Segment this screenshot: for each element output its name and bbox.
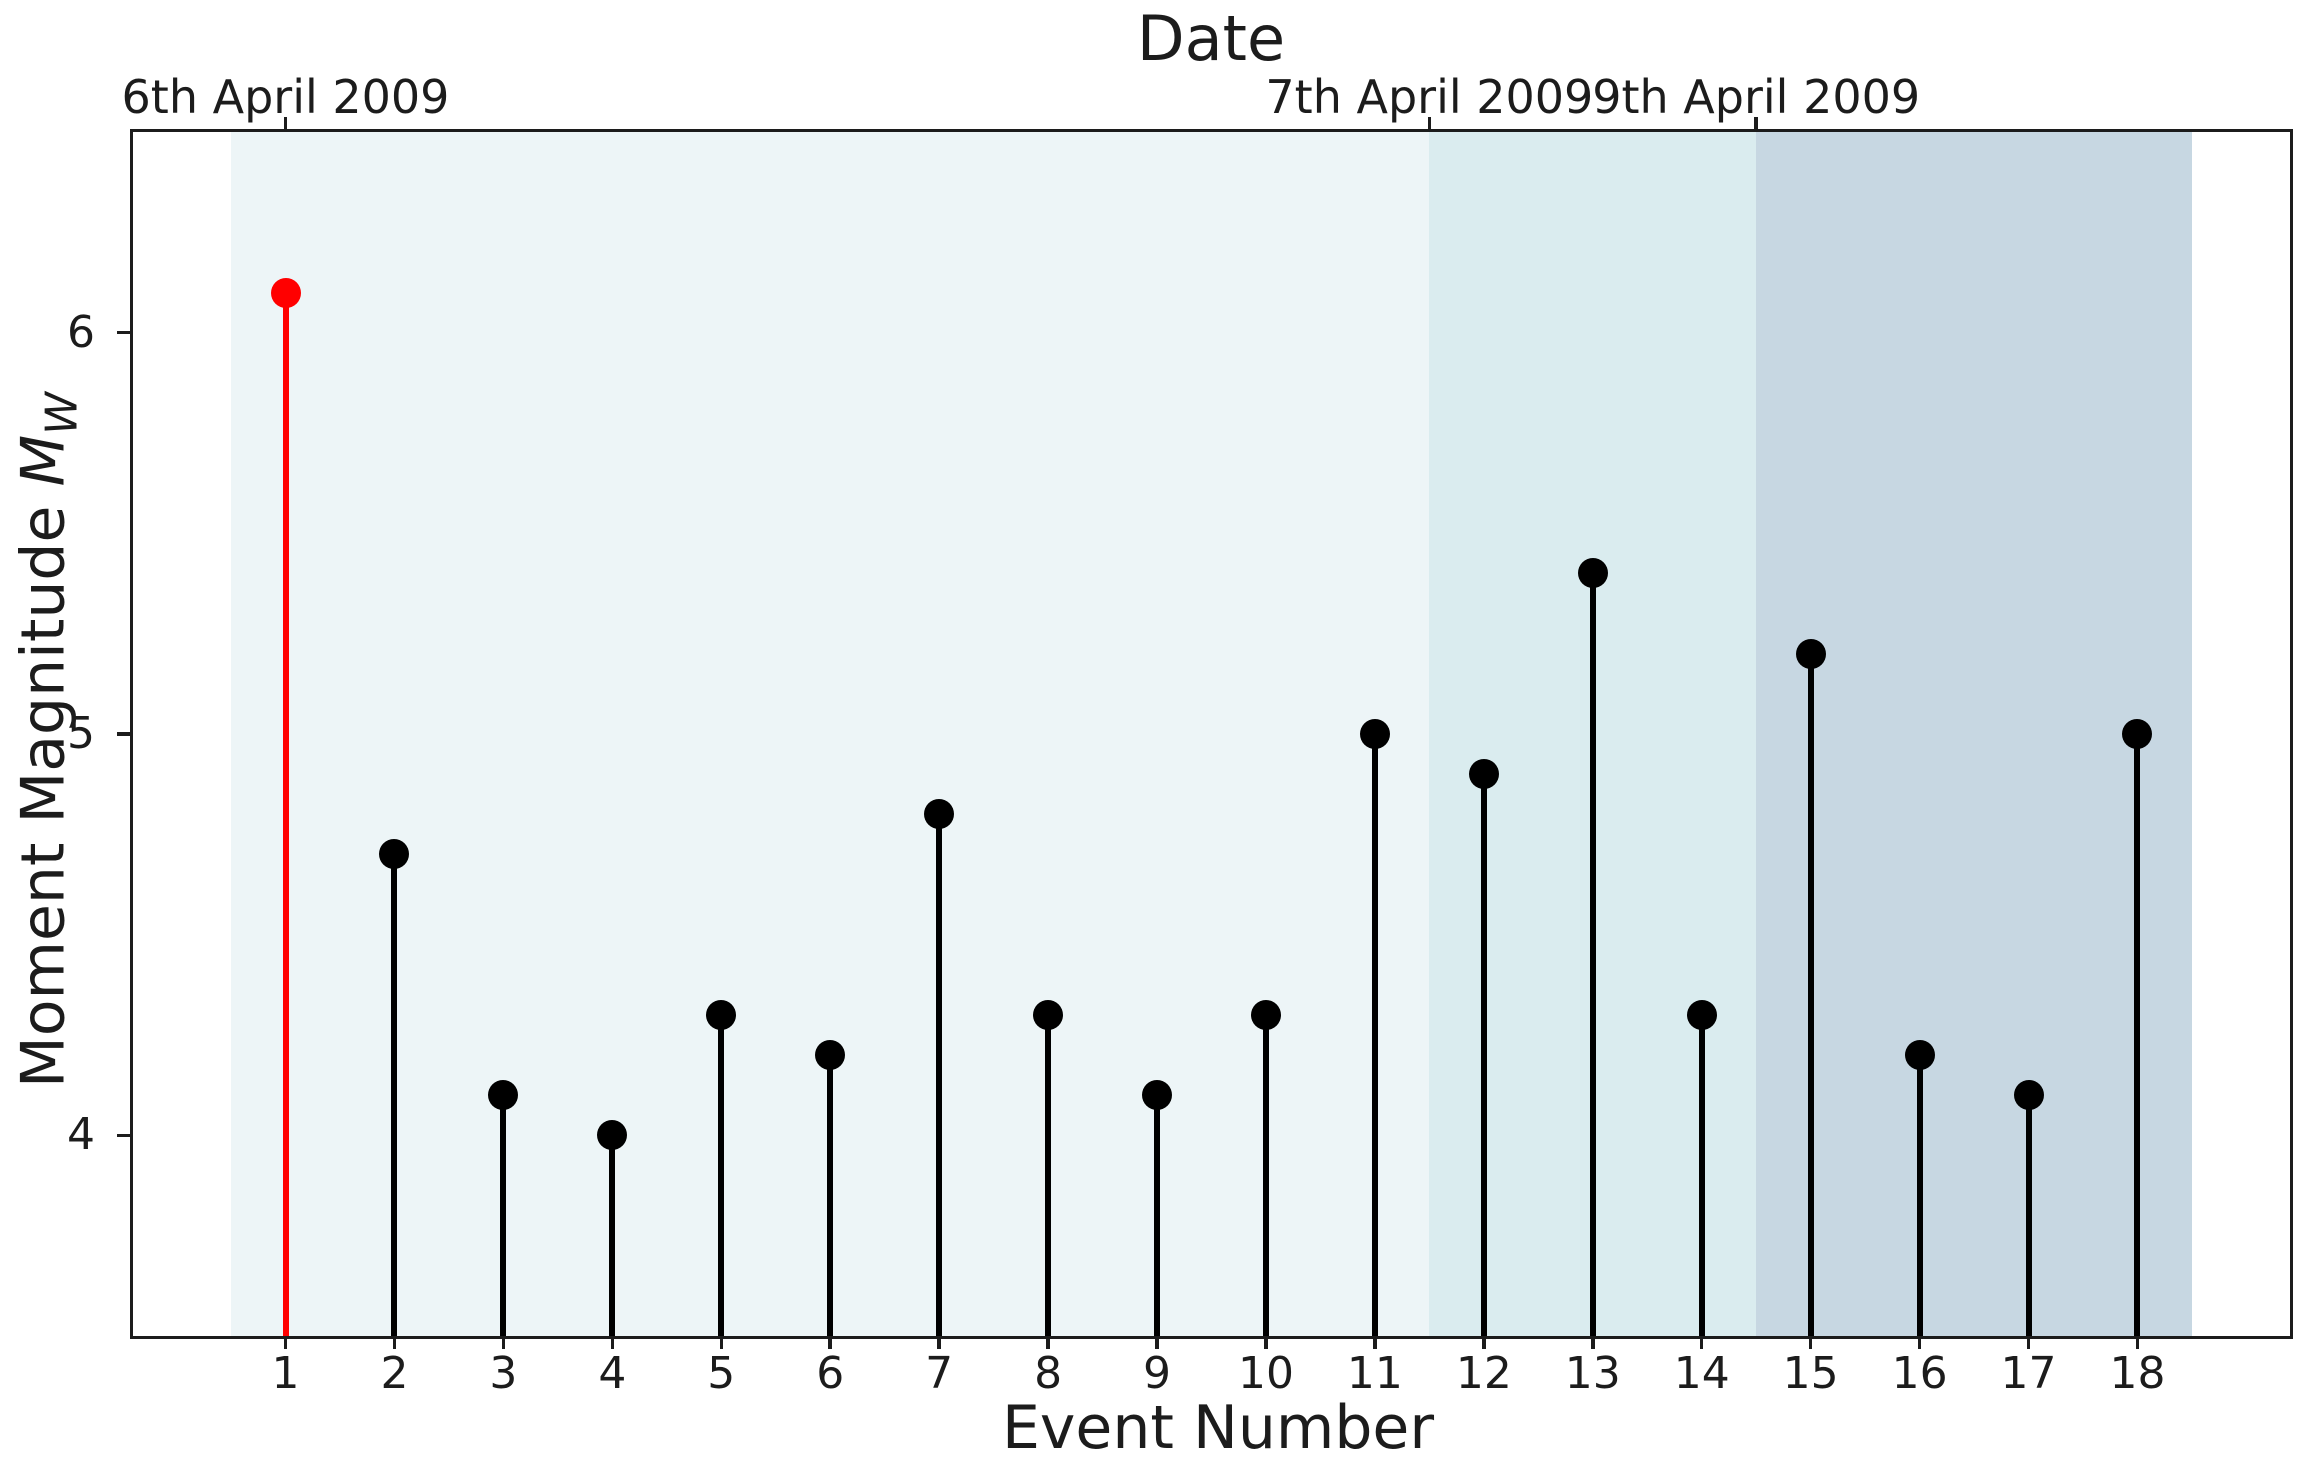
stem <box>936 814 943 1336</box>
event-marker <box>1904 1040 1935 1071</box>
top-date-tick <box>1754 117 1758 132</box>
event-marker <box>706 999 737 1030</box>
event-marker <box>488 1080 519 1111</box>
x-axis-label: Event Number <box>1002 1393 1434 1463</box>
x-tick-label: 11 <box>1346 1348 1403 1399</box>
event-marker <box>1142 1080 1173 1111</box>
y-axis-label-symbol: M <box>8 434 79 487</box>
stem <box>609 1135 616 1336</box>
x-tick-label: 14 <box>1673 1348 1730 1399</box>
event-marker <box>597 1120 628 1151</box>
event-marker <box>2122 719 2153 749</box>
y-tick-label: 5 <box>67 708 95 759</box>
stem <box>1480 774 1487 1336</box>
x-tick <box>1699 1336 1704 1349</box>
plot-area: 4 5 6 1 2 3 4 5 6 7 8 9 10 11 12 13 14 15 16 17 18 6th April … <box>67 74 2293 1396</box>
event-marker <box>815 1040 846 1071</box>
x-tick-label: 7 <box>925 1348 954 1399</box>
stem <box>1371 734 1378 1336</box>
top-date-tick <box>1427 117 1432 132</box>
date-label: 9th April 2009 <box>1592 70 1921 124</box>
x-tick <box>828 1336 832 1349</box>
x-tick <box>937 1336 941 1349</box>
x-tick-label: 16 <box>1891 1348 1948 1399</box>
x-tick <box>1046 1336 1050 1349</box>
stem <box>1045 1014 1052 1336</box>
stem <box>500 1095 507 1336</box>
event-marker <box>1250 999 1281 1030</box>
stem <box>2025 1095 2032 1336</box>
y-tick-label: 4 <box>67 1109 95 1161</box>
date-label: 7th April 2009 <box>1265 70 1594 124</box>
y-axis-label-subscript: W <box>37 392 88 435</box>
x-tick-label: 17 <box>2000 1348 2057 1399</box>
event-marker <box>1359 719 1390 749</box>
stem <box>1916 1055 1923 1336</box>
stem <box>2134 734 2141 1336</box>
y-axis-label-text: Moment Magnitude <box>8 486 79 1088</box>
x-tick-label: 15 <box>1782 1348 1839 1399</box>
x-tick-label: 13 <box>1564 1348 1621 1399</box>
y-tick-label: 6 <box>67 306 95 358</box>
x-tick-label: 1 <box>271 1348 300 1399</box>
stem <box>1698 1014 1705 1336</box>
x-tick <box>283 1336 288 1349</box>
x-tick <box>610 1336 615 1349</box>
mainshock-stem <box>282 292 289 1336</box>
stem <box>827 1055 834 1336</box>
x-tick <box>1482 1336 1486 1349</box>
x-tick <box>1591 1336 1595 1349</box>
stem <box>1589 573 1596 1336</box>
x-tick <box>719 1336 724 1349</box>
event-marker <box>379 839 410 870</box>
x-tick-label: 5 <box>707 1348 736 1399</box>
stem <box>1262 1014 1269 1336</box>
event-marker <box>1033 999 1064 1030</box>
x-tick-label: 10 <box>1237 1348 1294 1399</box>
x-tick-label: 4 <box>598 1348 627 1399</box>
stem <box>718 1014 725 1336</box>
event-marker <box>924 799 955 830</box>
event-marker <box>1468 759 1499 790</box>
x-tick <box>1373 1336 1377 1349</box>
x-tick <box>2135 1336 2140 1349</box>
date-label: 6th April 2009 <box>121 70 450 124</box>
x-tick-label: 2 <box>380 1348 409 1399</box>
x-tick <box>392 1336 397 1349</box>
x-tick-label: 6 <box>816 1348 845 1399</box>
x-tick-label: 9 <box>1143 1348 1172 1399</box>
x-tick-label: 12 <box>1455 1348 1512 1399</box>
mainshock-marker <box>270 277 301 308</box>
top-axis-title: Date <box>1136 2 1286 75</box>
y-tick <box>117 330 130 335</box>
x-tick-label: 8 <box>1034 1348 1063 1399</box>
date-band <box>1756 132 2192 1336</box>
event-marker <box>1795 638 1826 669</box>
x-tick <box>1264 1336 1268 1349</box>
x-tick <box>2026 1336 2031 1349</box>
x-tick <box>1808 1336 1813 1349</box>
event-marker <box>2013 1080 2044 1111</box>
event-marker <box>1577 558 1608 589</box>
stem <box>1154 1095 1161 1336</box>
stem <box>391 854 398 1336</box>
stem <box>1807 653 1814 1336</box>
y-tick <box>117 1133 130 1138</box>
x-tick <box>1155 1336 1159 1349</box>
event-marker <box>1686 999 1717 1030</box>
x-tick-label: 3 <box>489 1348 518 1399</box>
x-tick <box>501 1336 506 1349</box>
x-tick-label: 18 <box>2109 1348 2166 1399</box>
top-date-tick <box>283 117 288 132</box>
y-tick <box>117 732 130 736</box>
x-tick <box>1917 1336 1922 1349</box>
